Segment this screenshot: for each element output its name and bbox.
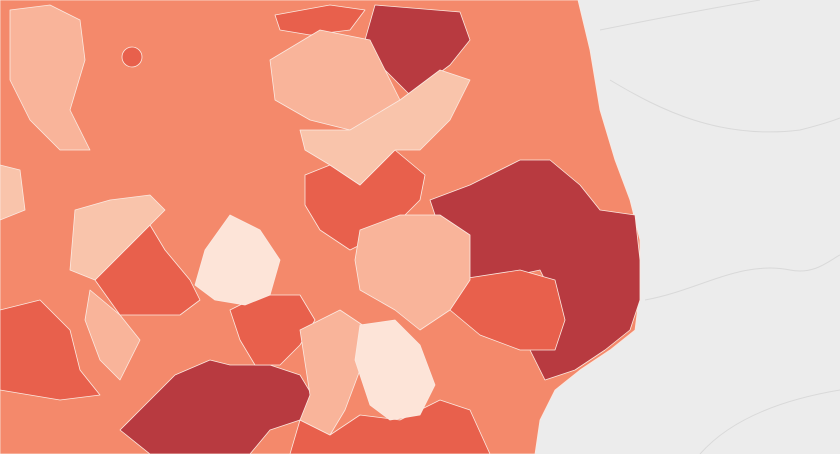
region bbox=[274, 4, 366, 36]
region bbox=[299, 69, 471, 186]
region bbox=[354, 214, 471, 331]
region bbox=[9, 4, 91, 151]
region bbox=[354, 319, 436, 421]
region bbox=[69, 194, 166, 281]
region bbox=[121, 46, 143, 68]
region bbox=[289, 399, 491, 454]
region bbox=[0, 299, 101, 401]
border-line bbox=[699, 389, 840, 454]
region bbox=[299, 309, 371, 436]
region bbox=[194, 214, 281, 306]
region bbox=[449, 269, 566, 351]
region bbox=[84, 289, 141, 381]
border-line bbox=[609, 79, 840, 133]
border-line bbox=[644, 254, 840, 301]
region bbox=[229, 294, 316, 366]
border-line bbox=[599, 0, 761, 31]
region bbox=[0, 164, 26, 221]
